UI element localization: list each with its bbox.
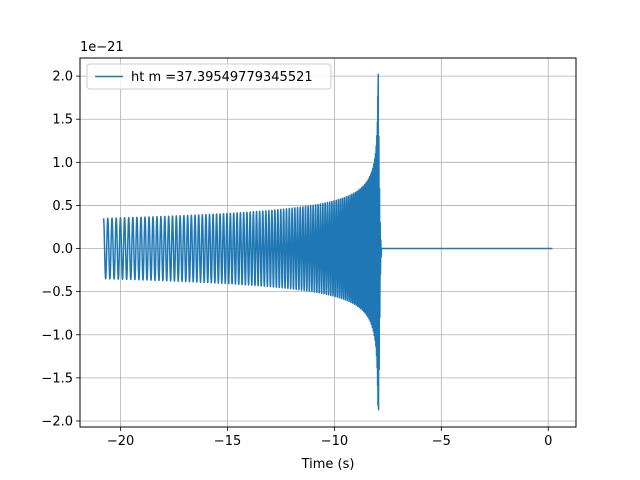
legend-box — [86, 63, 332, 90]
y-offset-label: 1e−21 — [80, 40, 124, 55]
y-tick-label: −0.5 — [41, 285, 73, 300]
legend: ht m =37.39549779345521 — [86, 63, 332, 90]
x-axis: −20 −15 −10 −5 0 — [107, 427, 552, 449]
y-tick-label: 0.5 — [52, 199, 73, 214]
legend-label: ht m =37.39549779345521 — [131, 70, 313, 85]
y-axis: −2.0 −1.5 −1.0 −0.5 0.0 0.5 1.0 1.5 2.0 — [41, 70, 80, 429]
x-tick-label: −15 — [214, 434, 241, 449]
x-tick-label: −5 — [432, 434, 451, 449]
x-tick-label: −20 — [107, 434, 134, 449]
y-tick-label: −1.0 — [41, 328, 73, 343]
x-tick-label: −10 — [321, 434, 348, 449]
y-tick-label: −2.0 — [41, 414, 73, 429]
y-tick-label: −1.5 — [41, 371, 73, 386]
y-tick-label: 2.0 — [52, 70, 73, 85]
y-tick-label: 1.0 — [52, 156, 73, 171]
y-tick-label: 0.0 — [52, 242, 73, 257]
series-line — [102, 73, 553, 411]
y-tick-label: 1.5 — [52, 113, 73, 128]
axes-frame — [79, 57, 577, 428]
x-axis-label: Time (s) — [301, 457, 355, 472]
x-tick-label: 0 — [544, 434, 552, 449]
plot-area — [102, 73, 553, 411]
